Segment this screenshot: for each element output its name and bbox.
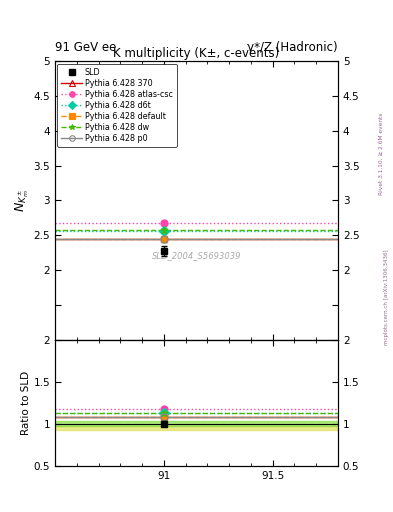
- Bar: [55, 426, 338, 430]
- Bar: [55, 421, 338, 426]
- Text: γ*/Z (Hadronic): γ*/Z (Hadronic): [247, 41, 338, 54]
- Text: mcplots.cern.ch [arXiv:1306.3436]: mcplots.cern.ch [arXiv:1306.3436]: [384, 249, 389, 345]
- Text: 91 GeV ee: 91 GeV ee: [55, 41, 116, 54]
- Title: K multiplicity (K±, c-events): K multiplicity (K±, c-events): [113, 47, 280, 60]
- Legend: SLD, Pythia 6.428 370, Pythia 6.428 atlas-csc, Pythia 6.428 d6t, Pythia 6.428 de: SLD, Pythia 6.428 370, Pythia 6.428 atla…: [57, 64, 177, 147]
- Text: Rivet 3.1.10, ≥ 2.6M events: Rivet 3.1.10, ≥ 2.6M events: [379, 113, 384, 195]
- Y-axis label: $N_{K^\pm_m}$: $N_{K^\pm_m}$: [13, 189, 31, 212]
- Y-axis label: Ratio to SLD: Ratio to SLD: [21, 371, 31, 435]
- Text: SLD_2004_S5693039: SLD_2004_S5693039: [152, 251, 241, 261]
